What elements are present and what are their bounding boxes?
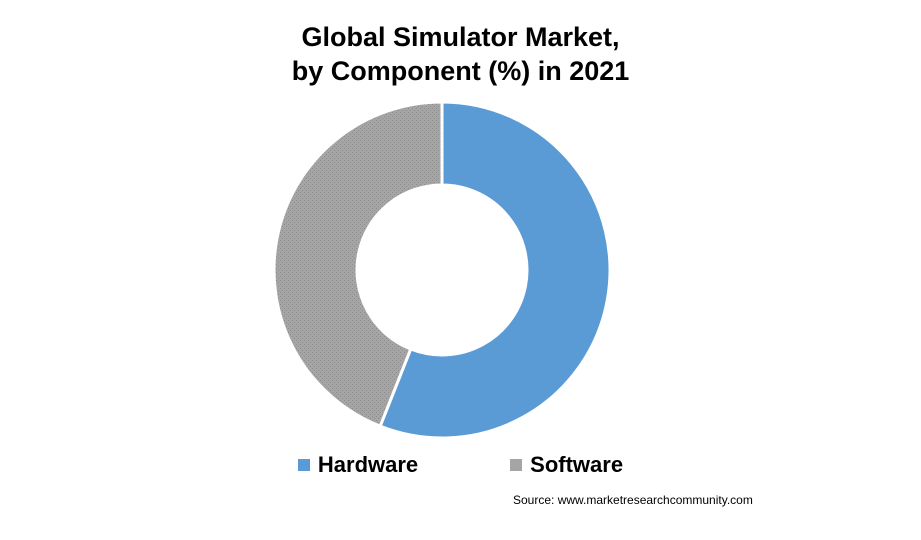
slice-software (272, 100, 444, 429)
legend-item-software: Software (510, 452, 623, 478)
chart-title-line-2: by Component (%) in 2021 (291, 56, 630, 86)
source-note: Source: www.marketresearchcommunity.com (513, 493, 753, 507)
legend-swatch-software (510, 459, 523, 471)
legend-label-software: Software (530, 452, 624, 477)
legend: Hardware Software (0, 452, 921, 478)
legend-swatch-hardware (297, 459, 310, 471)
chart-title-line-1: Global Simulator Market, (301, 22, 620, 52)
chart-title: Global Simulator Market, by Component (%… (0, 20, 921, 88)
legend-item-hardware: Hardware (297, 452, 419, 478)
slice-hardware (378, 100, 612, 440)
legend-label-hardware: Hardware (317, 452, 419, 477)
